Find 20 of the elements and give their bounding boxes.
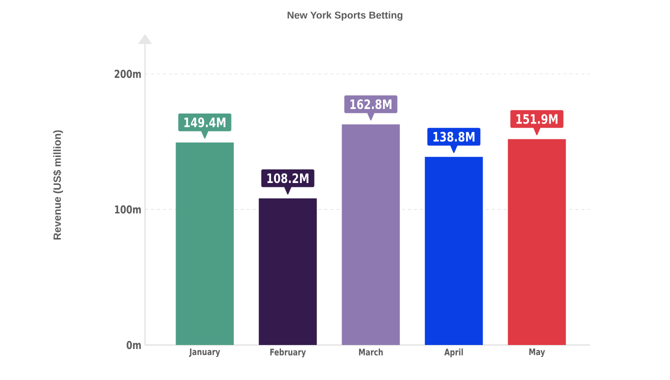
bar <box>508 139 566 345</box>
x-tick-label: April <box>444 348 463 358</box>
chart-title: New York Sports Betting <box>288 11 402 21</box>
y-tick-label: 200m <box>114 70 141 78</box>
y-tick-label: 100m <box>115 205 141 214</box>
x-tick-label: March <box>359 348 383 356</box>
x-tick-label: February <box>270 348 306 358</box>
data-label: 151.9M <box>516 114 558 124</box>
data-label: 162.8M <box>350 99 392 110</box>
bar <box>342 124 400 345</box>
y-axis-title: Revenue (US$ million) <box>53 130 63 240</box>
y-tick-label: 0m <box>126 340 141 350</box>
data-label: 108.2M <box>267 173 308 184</box>
data-label: 149.4M <box>184 118 226 128</box>
bar <box>424 156 483 345</box>
bar <box>258 198 317 345</box>
bar <box>176 142 234 345</box>
x-tick-label: January <box>188 348 220 357</box>
x-tick-label: May <box>529 348 545 357</box>
data-label: 138.8M <box>433 132 474 142</box>
